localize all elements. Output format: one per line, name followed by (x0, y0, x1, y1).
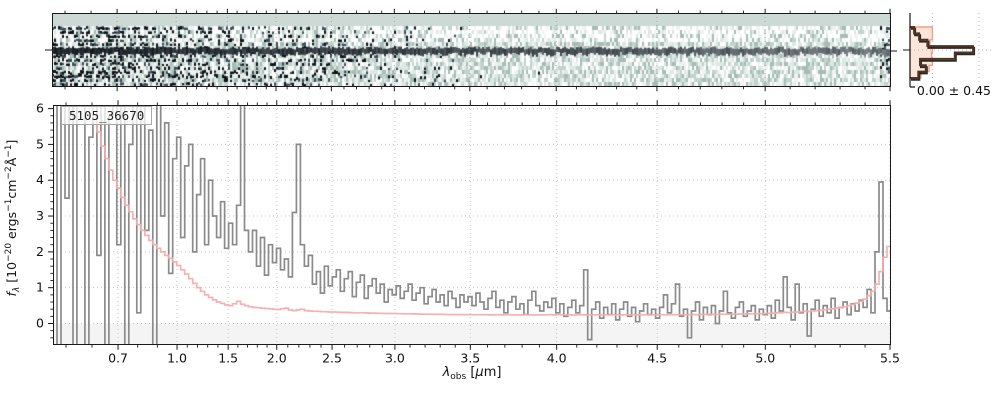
x-tick-label: 4.0 (547, 351, 567, 366)
axis-label-part: [ (466, 365, 476, 380)
x-tick-label: 1.0 (167, 351, 187, 366)
axis-label-part: f (4, 292, 19, 297)
x-tick-label: 2.0 (267, 351, 287, 366)
hist-dark-shadow (911, 27, 976, 81)
histogram-stats-label: 0.00 ± 0.45 (914, 83, 993, 98)
axis-label-part: ] (4, 139, 19, 145)
axis-label-part: λ (442, 365, 451, 380)
axis-label-part: m] (483, 365, 502, 380)
axis-label-part: λ (12, 286, 22, 293)
axis-label-part: −20 (4, 242, 14, 262)
axis-label-part: μ (475, 365, 484, 380)
axis-label-part: −1 (4, 144, 14, 158)
y-tick-label: 0 (36, 316, 44, 331)
x-tick-label: 3.0 (385, 351, 405, 366)
hist-pink (909, 26, 934, 79)
x-tick-label: 0.7 (108, 351, 128, 366)
noise-histogram-panel (903, 13, 994, 88)
source-id-label: 5105_36670 (61, 106, 153, 125)
y-tick-label: 1 (36, 280, 44, 295)
x-tick-label: 5.0 (755, 351, 775, 366)
axis-label-part: [10 (4, 261, 19, 287)
axis-label-part: obs (450, 372, 467, 382)
y-tick-label: 4 (36, 172, 44, 187)
hist-dark-outline (910, 26, 975, 79)
y-tick-label: 2 (36, 244, 44, 259)
x-tick-label: 5.5 (880, 351, 900, 366)
spectrum-2d-canvas (52, 13, 891, 87)
y-axis-label: fλ [10−20 ergs−1cm−2Å−1] (4, 104, 22, 332)
axis-label-part: ergs (4, 211, 19, 243)
axis-label-part: Å (4, 157, 19, 167)
x-tick-label: 2.5 (322, 351, 342, 366)
x-axis-label: λobs [μm] (322, 365, 622, 382)
axis-label-part: −2 (4, 166, 14, 180)
y-tick-label: 5 (36, 136, 44, 151)
x-tick-label: 4.5 (647, 351, 667, 366)
axis-label-part: cm (4, 179, 19, 199)
y-tick-label: 6 (36, 101, 44, 116)
main-plot-border (53, 105, 891, 345)
y-tick-label: 3 (36, 208, 44, 223)
x-tick-label: 1.5 (218, 351, 238, 366)
axis-label-part: −1 (4, 198, 14, 212)
x-tick-label: 3.5 (460, 351, 480, 366)
below-zero-band (53, 323, 891, 345)
